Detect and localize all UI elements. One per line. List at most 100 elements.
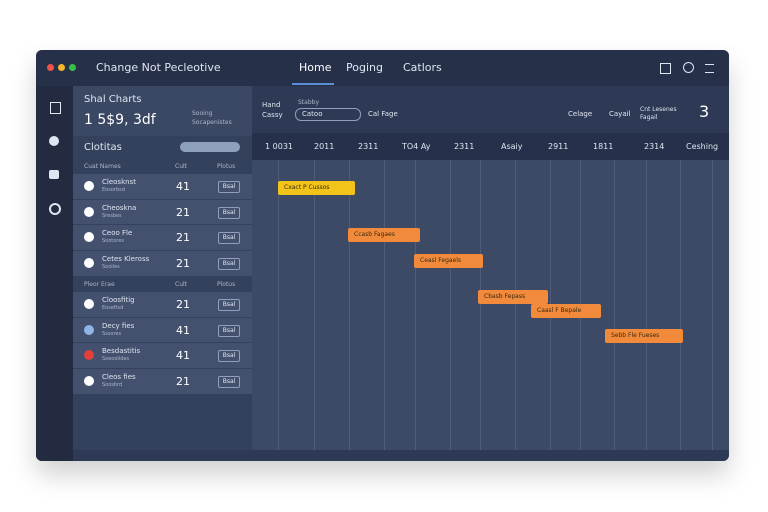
grid-line [415,160,416,450]
grid-line [680,160,681,450]
toolbar-label: Stabby [298,99,320,106]
row-count: 41 [176,180,190,193]
row-button[interactable]: Bsal [218,232,240,245]
column-header: Plotus [217,281,236,288]
row-count: 41 [176,323,190,337]
window-title: Change Not Pecleotive [96,61,221,74]
window: Change Not Pecleotive Home Poging Catlor… [36,50,729,461]
row [73,369,252,394]
nav-item[interactable]: Home [299,61,332,74]
grid-line [515,160,516,450]
panel-value: 1 5$9, 3df [84,112,156,128]
row-sub: Sssores [102,330,122,337]
gantt-body [252,160,729,450]
panel-meta: Sooing [192,110,213,117]
row-button[interactable]: Bsal [218,299,240,311]
timeline-label: 1 0031 [265,142,293,151]
panel-title: Shal Charts [84,94,142,105]
grid-line [314,160,315,450]
row-button[interactable]: Bsal [218,181,240,193]
search-pill[interactable] [180,142,240,152]
column-header: Pleor Erae [84,281,115,288]
row-icon [84,181,94,191]
nav-item[interactable]: Poging [346,61,383,74]
toolbar-label[interactable]: Celage [568,110,593,118]
grid-line [384,160,385,450]
row-button[interactable]: Bsal [218,258,240,271]
side-icon[interactable] [49,203,61,215]
timeline-header [252,133,729,160]
row-sub: Sresbes [102,212,122,219]
side-icon[interactable] [50,102,61,114]
row [73,174,252,199]
row-icon [84,258,94,269]
toolbar-label[interactable]: Cal Fage [368,110,398,118]
row-count: 41 [176,349,190,363]
row-icon [84,376,94,387]
row-count: 21 [176,205,190,219]
column-header: Cuat Names [84,163,121,170]
row [73,251,252,276]
timeline-label: 2311 [454,142,475,151]
nav-item[interactable]: Catlors [403,61,442,74]
grid-line [278,160,279,450]
row-button[interactable]: Bsal [218,324,240,337]
row-icon [84,324,94,335]
grid-line [349,160,350,450]
toolbar-label[interactable]: Cayail [609,110,631,118]
row [73,343,252,369]
row-button[interactable]: Bsal [218,206,240,219]
row-name: Cetes Kleross [102,255,150,264]
icon[interactable] [683,62,694,73]
task-bar[interactable]: Cbasb Fepass [478,290,548,304]
row [73,317,252,343]
row-sub: Eoseftsd [102,305,124,311]
close-dot[interactable] [47,64,54,71]
row-icon [84,350,94,361]
side-icon[interactable] [49,136,59,146]
select[interactable] [295,108,361,121]
task-bar[interactable]: Sebb Fle Fueses [605,329,683,343]
status-bar [73,450,729,461]
timeline-label: 2311 [358,142,379,151]
column-header: Cult [175,163,188,170]
nav-underline [292,83,334,85]
panel-meta: Socapenistes [192,119,232,126]
timeline-label: 2314 [644,142,665,151]
timeline-label: TO4 Ay [402,142,431,151]
task-bar[interactable]: Ccasb Fagaes [348,228,420,242]
side-icon[interactable] [49,170,59,179]
row-count: 21 [176,375,190,389]
task-bar[interactable]: Cxact P Cussos [278,181,355,195]
row [73,225,252,251]
toolbar [252,86,729,133]
row-icon [84,232,94,243]
timeline-label: 2911 [548,142,569,151]
row-count: 21 [176,298,190,311]
row-name: Cheoskna [102,203,137,212]
row-icon [84,299,94,309]
task-bar[interactable]: Ceasl Fegaels [414,254,483,268]
row-icon [84,206,94,217]
toolbar-label: Hand Cassy [262,101,283,119]
row-name: Cloosfitig [102,296,135,304]
task-bar[interactable]: Caasl F Bepale [531,304,601,318]
select-value[interactable]: Catoo [302,110,323,118]
row-name: Decy fies [102,321,135,330]
min-dot[interactable] [58,64,65,71]
row-button[interactable]: Bsal [218,376,240,389]
row-count: 21 [176,231,190,245]
row-button[interactable]: Bsal [218,350,240,363]
timeline-label: 1811 [593,142,614,151]
row [73,199,252,225]
toolbar-note: Cnt Lesenes Fagail [640,106,677,121]
row-name: Cleosknst [102,178,136,186]
row-name: Ceoo Fle [102,229,133,238]
icon[interactable] [660,63,671,74]
menu-icon[interactable] [705,64,714,73]
row-sub: Soosbrd [102,382,123,389]
row-sub: Sooiles [102,264,120,271]
top-bar [36,50,729,86]
max-dot[interactable] [69,64,76,71]
